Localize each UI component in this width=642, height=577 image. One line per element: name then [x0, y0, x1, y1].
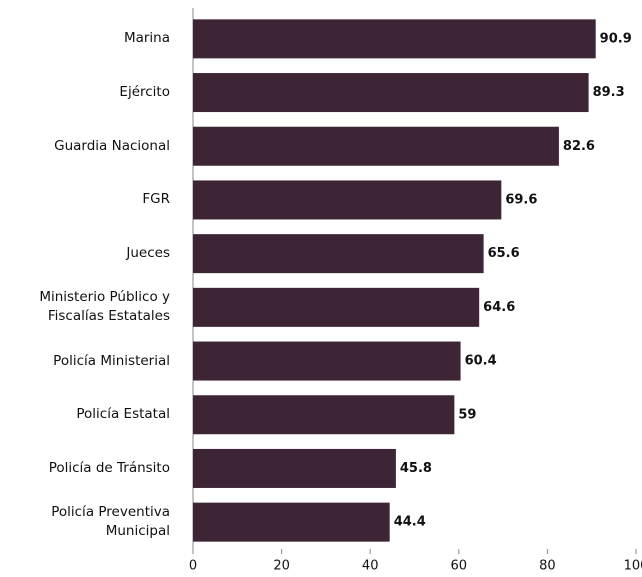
x-tick-label: 0 [189, 559, 197, 574]
category-label: FGR [142, 191, 170, 208]
x-tick-label: 20 [273, 559, 290, 574]
category-label: Ministerio Público y Fiscalías Estatales [39, 289, 170, 325]
category-label: Policía Estatal [76, 406, 170, 423]
bar [193, 395, 455, 435]
value-label: 82.6 [563, 139, 595, 154]
category-label: Policía Preventiva Municipal [51, 504, 170, 540]
category-label: Marina [123, 30, 170, 47]
category-label: Policía Ministerial [53, 352, 170, 369]
value-label: 90.9 [600, 31, 632, 46]
x-tick-label: 40 [362, 559, 379, 574]
value-label: 69.6 [505, 192, 537, 207]
value-label: 45.8 [400, 461, 432, 476]
x-tick-label: 80 [539, 559, 556, 574]
bar [193, 448, 396, 488]
bar [193, 502, 390, 542]
bar [193, 19, 596, 59]
x-tick-label: 60 [451, 559, 468, 574]
bar [193, 73, 589, 113]
value-label: 64.6 [483, 300, 515, 315]
category-label: Ejército [119, 84, 170, 101]
category-label: Jueces [126, 245, 170, 262]
bar [193, 287, 480, 327]
value-label: 89.3 [593, 85, 625, 100]
category-label: Guardia Nacional [54, 137, 170, 154]
bar [193, 180, 502, 220]
value-label: 44.4 [394, 515, 426, 530]
x-tick-label: 100 [624, 559, 642, 574]
bar [193, 341, 461, 381]
bar [193, 126, 559, 166]
bar [193, 234, 484, 274]
value-label: 65.6 [488, 246, 520, 261]
value-label: 59 [458, 407, 476, 422]
category-label: Policía de Tránsito [48, 459, 170, 476]
value-label: 60.4 [465, 354, 497, 369]
